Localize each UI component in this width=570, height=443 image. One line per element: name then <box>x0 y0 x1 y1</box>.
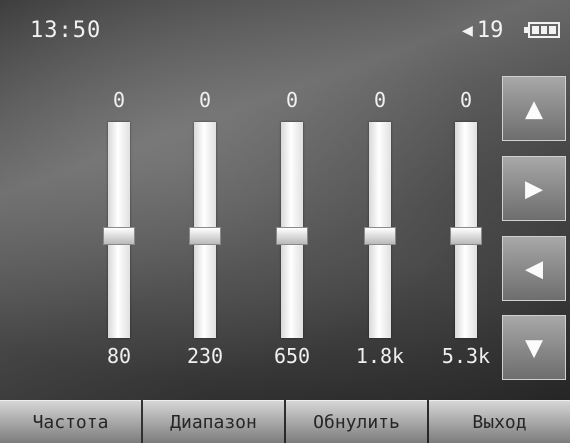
arrow-up-icon: ▲ <box>524 91 544 126</box>
band-gain-label: 0 <box>459 88 473 112</box>
exit-button[interactable]: Выход <box>429 400 570 443</box>
volume-indicator: ◀ 19 <box>462 18 503 43</box>
band-gain-label: 0 <box>112 88 126 112</box>
band-slider-knob[interactable] <box>450 227 482 245</box>
band-frequency-label: 1.8k <box>355 344 405 368</box>
speaker-icon: ◀ <box>462 20 473 41</box>
volume-level: 19 <box>476 18 504 43</box>
status-bar: 13:50 ◀ 19 <box>0 0 570 62</box>
down-button[interactable]: ▼ <box>502 315 566 380</box>
band-frequency-label: 230 <box>186 344 224 368</box>
band-gain-label: 0 <box>285 88 299 112</box>
band-gain-label: 0 <box>198 88 212 112</box>
band-slider-knob[interactable] <box>103 227 135 245</box>
arrow-down-icon: ▼ <box>524 330 544 365</box>
range-button[interactable]: Диапазон <box>143 400 284 443</box>
band-frequency-label: 650 <box>273 344 311 368</box>
arrow-left-icon: ◀ <box>524 251 544 286</box>
right-button[interactable]: ▶ <box>502 156 566 221</box>
band-gain-label: 0 <box>373 88 387 112</box>
clock: 13:50 <box>30 18 102 43</box>
band-frequency-label: 5.3k <box>441 344 491 368</box>
reset-button[interactable]: Обнулить <box>286 400 427 443</box>
arrow-right-icon: ▶ <box>524 171 544 206</box>
up-button[interactable]: ▲ <box>502 76 566 141</box>
band-frequency-label: 80 <box>106 344 132 368</box>
band-slider-knob[interactable] <box>276 227 308 245</box>
frequency-button[interactable]: Частота <box>0 400 141 443</box>
softkey-bar: Частота Диапазон Обнулить Выход <box>0 400 570 443</box>
battery-icon <box>524 22 560 38</box>
band-slider-knob[interactable] <box>189 227 221 245</box>
left-button[interactable]: ◀ <box>502 236 566 301</box>
band-slider-knob[interactable] <box>364 227 396 245</box>
